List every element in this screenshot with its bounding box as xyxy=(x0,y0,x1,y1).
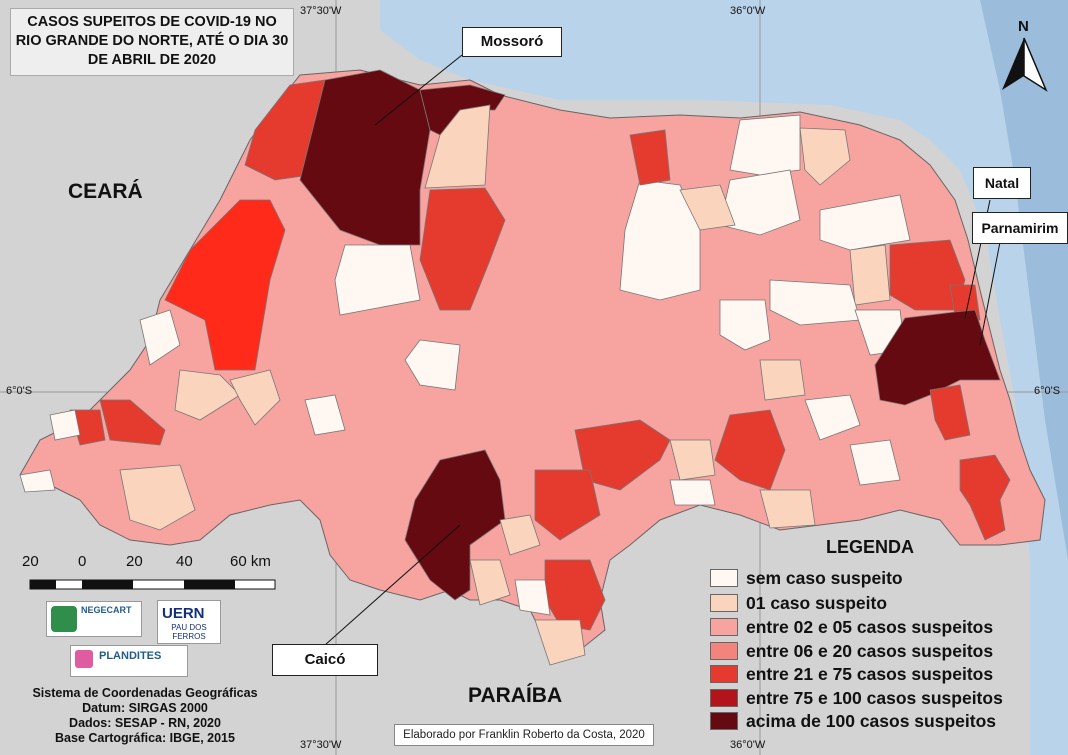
legend-label: entre 06 e 20 casos suspeitos xyxy=(746,640,994,661)
info-line-1: Sistema de Coordenadas Geográficas xyxy=(32,686,258,700)
municipality xyxy=(499,514,541,556)
municipality xyxy=(719,299,771,351)
municipality xyxy=(304,394,346,436)
coord-right-lat: 6°0'S xyxy=(1034,385,1061,397)
legend-swatch xyxy=(710,665,738,683)
legend-item: sem caso suspeito xyxy=(710,567,903,589)
scale-label-2: 20 xyxy=(126,553,143,570)
legend-label: entre 02 e 05 casos suspeitos xyxy=(746,616,994,637)
municipality xyxy=(19,469,56,493)
plandites-logo-text: PLANDITES xyxy=(99,650,162,662)
municipality xyxy=(334,244,421,316)
legend-label: sem caso suspeito xyxy=(746,567,903,588)
municipality xyxy=(669,439,716,481)
legend-swatch xyxy=(710,642,738,660)
municipality xyxy=(229,369,281,426)
municipality xyxy=(174,369,241,421)
legend-item: entre 75 e 100 casos suspeitos xyxy=(710,687,1003,709)
title-line-3: DE ABRIL DE 2020 xyxy=(87,52,217,68)
municipality xyxy=(929,384,971,441)
legend-label: entre 75 e 100 casos suspeitos xyxy=(746,687,1003,708)
legend-item: acima de 100 casos suspeitos xyxy=(710,710,996,732)
map-title: CASOS SUPEITOS DE COVID-19 NO RIO GRANDE… xyxy=(10,8,294,76)
legend-item: 01 caso suspeito xyxy=(710,592,887,614)
municipality xyxy=(629,129,671,186)
coord-top-right: 36°0'W xyxy=(730,5,766,17)
north-arrow-icon xyxy=(1002,37,1048,92)
municipality xyxy=(799,127,851,186)
label-natal: Natal xyxy=(973,167,1031,199)
region-ceara: CEARÁ xyxy=(68,180,143,203)
municipality xyxy=(759,359,806,401)
municipality xyxy=(99,399,166,446)
municipality xyxy=(769,279,861,326)
scale-label-4: 60 km xyxy=(230,553,271,570)
municipality xyxy=(759,489,816,529)
scale-label-0: 20 xyxy=(22,553,39,570)
municipality xyxy=(164,199,286,371)
municipality-natal-parnamirim xyxy=(874,309,1001,406)
municipality xyxy=(534,619,586,666)
municipality xyxy=(849,244,891,306)
map-info: Sistema de Coordenadas Geográficas Datum… xyxy=(10,686,280,746)
municipality xyxy=(819,194,911,251)
coord-bottom-right: 36°0'W xyxy=(730,739,766,751)
legend-swatch xyxy=(710,569,738,587)
label-parnamirim: Parnamirim xyxy=(972,212,1068,244)
municipality xyxy=(404,339,461,391)
municipality xyxy=(849,439,901,486)
north-label: N xyxy=(1018,18,1029,35)
municipality xyxy=(534,469,601,541)
municipality xyxy=(469,559,511,606)
municipality xyxy=(49,409,81,441)
uern-logo: UERN PAU DOS FERROS xyxy=(157,600,221,644)
credit-text: Elaborado por Franklin Roberto da Costa,… xyxy=(394,724,654,746)
legend-item: entre 21 e 75 casos suspeitos xyxy=(710,663,993,685)
legend-swatch xyxy=(710,594,738,612)
municipality xyxy=(669,479,716,506)
negecart-logo: NEGECART xyxy=(46,601,142,637)
coord-bottom-left: 37°30'W xyxy=(300,739,342,751)
legend-label: acima de 100 casos suspeitos xyxy=(746,710,996,731)
scale-label-1: 0 xyxy=(78,553,87,570)
info-line-4: Base Cartográfica: IBGE, 2015 xyxy=(55,731,235,745)
label-caico: Caicó xyxy=(272,644,378,676)
municipality xyxy=(804,394,861,441)
region-paraiba: PARAÍBA xyxy=(468,684,563,707)
legend-swatch xyxy=(710,618,738,636)
municipality xyxy=(679,184,736,231)
uern-logo-subtext: PAU DOS FERROS xyxy=(171,623,207,641)
legend-swatch xyxy=(710,689,738,707)
municipality xyxy=(139,309,181,366)
municipality-caico xyxy=(404,449,506,601)
legend-item: entre 02 e 05 casos suspeitos xyxy=(710,616,993,638)
title-line-1: CASOS SUPEITOS DE COVID-19 NO xyxy=(27,14,277,30)
uern-logo-text: UERN xyxy=(162,605,205,622)
municipality xyxy=(424,104,491,189)
plandites-logo: PLANDITES xyxy=(70,645,188,677)
municipality xyxy=(514,579,551,616)
municipality xyxy=(119,464,196,531)
municipality xyxy=(729,114,801,176)
label-mossoro: Mossoró xyxy=(462,27,562,57)
municipality-mossoro xyxy=(299,69,431,246)
scale-bar xyxy=(29,579,276,590)
legend-item: entre 06 e 20 casos suspeitos xyxy=(710,640,993,662)
municipality xyxy=(959,454,1011,541)
ocean-deep xyxy=(980,0,1068,560)
legend-title: LEGENDA xyxy=(826,537,915,557)
coord-top-left: 37°30'W xyxy=(300,5,342,17)
info-line-3: Dados: SESAP - RN, 2020 xyxy=(69,716,221,730)
coord-left-lat: 6°0'S xyxy=(6,385,33,397)
negecart-logo-text: NEGECART xyxy=(81,605,132,615)
scale-label-3: 40 xyxy=(176,553,193,570)
legend-swatch xyxy=(710,712,738,730)
title-line-2: RIO GRANDE DO NORTE, ATÉ O DIA 30 xyxy=(15,33,289,49)
legend-label: entre 21 e 75 casos suspeitos xyxy=(746,663,994,684)
info-line-2: Datum: SIRGAS 2000 xyxy=(82,701,208,715)
municipality xyxy=(419,187,506,311)
legend-label: 01 caso suspeito xyxy=(746,592,888,613)
